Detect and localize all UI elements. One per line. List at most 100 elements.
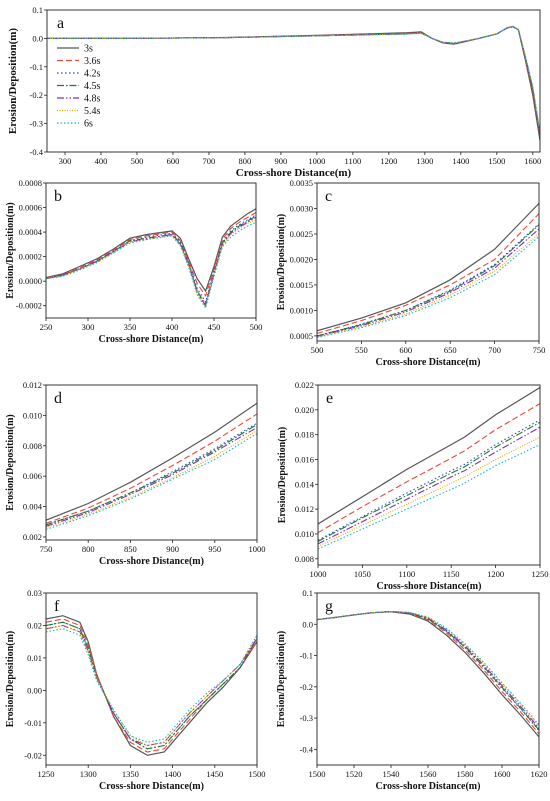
x-tick-label: 950: [208, 544, 221, 554]
y-tick-label: -0.1: [300, 651, 313, 661]
y-tick-label: 0.012: [295, 504, 314, 514]
x-axis-title: Cross-shore Distance(m): [377, 581, 482, 592]
y-tick-label: 0.010: [295, 529, 314, 539]
y-tick-label: 0.1: [32, 5, 43, 15]
panel-letter: c: [325, 188, 332, 205]
y-tick-label: 0.0008: [19, 178, 42, 188]
x-tick-label: 1500: [249, 769, 266, 779]
series-line-e-3s: [318, 386, 540, 525]
x-tick-label: 1100: [398, 569, 415, 579]
series-line-g-4-2s: [317, 610, 539, 731]
y-tick-label: 0.016: [295, 454, 314, 464]
x-tick-label: 1560: [420, 769, 437, 779]
x-tick-label: 400: [166, 322, 179, 332]
series-line-g-3s: [317, 611, 539, 738]
y-tick-label: 0.03: [27, 588, 42, 598]
y-tick-label: 0.006: [23, 471, 42, 481]
panel-b: 250 300 350 400 450 500 0.0008 0.0006 0.0004 0.00…: [5, 178, 262, 345]
x-tick-label: 750: [533, 345, 546, 355]
series-line-b-4-5s: [46, 215, 256, 306]
y-tick-label: -0.02: [24, 750, 42, 760]
x-tick-label: 900: [166, 544, 179, 554]
series-line-f-4-5s: [46, 621, 257, 750]
series-line-a-3-6s: [47, 26, 540, 138]
panel-letter: e: [326, 390, 333, 407]
y-tick-label: 0.0015: [290, 280, 313, 290]
y-tick-label: -0.4: [300, 744, 314, 754]
legend-label: 4.8s: [84, 94, 101, 105]
x-tick-label: 500: [131, 156, 144, 166]
y-tick-label: -0.2: [300, 682, 313, 692]
x-tick-label: 1300: [80, 769, 97, 779]
y-tick-label: 0.020: [295, 405, 314, 415]
y-tick-label: 0.014: [295, 479, 315, 489]
x-tick-label: 1400: [452, 156, 469, 166]
series-line-e-4-5s: [318, 421, 540, 542]
panel-f-frame: [45, 592, 258, 766]
x-tick-label: 700: [488, 345, 501, 355]
x-tick-label: 1500: [488, 156, 505, 166]
series-line-c-3-6s: [317, 213, 539, 334]
series-line-b-4-2s: [46, 214, 256, 304]
y-tick-label: 0.01: [27, 653, 42, 663]
series-line-g-6s: [317, 610, 539, 726]
x-tick-label: 450: [208, 322, 221, 332]
y-tick-label: 0.002: [23, 532, 42, 542]
y-tick-label: 0.018: [295, 430, 314, 440]
x-tick-label: 850: [124, 544, 137, 554]
y-tick-label: 0.0: [32, 33, 43, 43]
series-line-e-4-2s: [318, 419, 540, 541]
legend: 3s3.6s 4.2s4.5s 4.8s5.4s 6s: [57, 44, 101, 130]
x-tick-label: 1000: [310, 569, 327, 579]
panel-letter: b: [54, 188, 62, 205]
series-line-c-6s: [317, 236, 539, 338]
legend-label: 5.4s: [84, 106, 101, 117]
series-line-d-3s: [46, 402, 257, 521]
x-tick-label: 750: [40, 544, 53, 554]
y-axis-title: Erosion/Deposition(m): [276, 631, 287, 728]
y-tick-label: 0.010: [23, 410, 42, 420]
y-tick-label: 0.0035: [290, 178, 313, 188]
x-tick-label: 1540: [383, 769, 400, 779]
x-tick-label: 1350: [122, 769, 139, 779]
y-tick-label: 0.0020: [290, 254, 313, 264]
panel-c: 500 550 600 650 700 750 0.0035 0.0030 0.0025 0.00…: [276, 178, 545, 368]
panel-e-series-group: [318, 386, 540, 550]
y-tick-label: -0.01: [24, 718, 42, 728]
series-line-e-4-8s: [318, 426, 540, 545]
x-tick-label: 1520: [346, 769, 363, 779]
y-tick-label: 0.0: [302, 619, 313, 629]
legend-label: 4.5s: [84, 81, 101, 92]
y-tick-label: 0.0006: [19, 203, 42, 213]
panel-g-series-group: [317, 610, 539, 738]
series-line-a-4-2s: [47, 26, 540, 136]
series-line-f-3-6s: [46, 618, 257, 753]
panel-d-series-group: [46, 402, 257, 530]
y-tick-label: 0.0004: [19, 227, 43, 237]
x-tick-label: 300: [82, 322, 95, 332]
panel-d: 750 800 850 900 950 1000 0.012 0.010 0.008 0.006 0…: [5, 380, 266, 567]
series-line-a-4-8s: [47, 26, 540, 134]
x-axis-title: Cross-shore Distance(m): [236, 167, 352, 179]
panel-a-series-group: [47, 25, 540, 141]
series-line-c-4-8s: [317, 228, 539, 337]
panel-c-series-group: [317, 202, 539, 338]
series-line-g-5-4s: [317, 610, 539, 727]
y-tick-label: 0.012: [23, 380, 42, 390]
x-axis-title: Cross-shore Distance(m): [99, 781, 204, 792]
y-tick-label: 0.008: [295, 554, 314, 564]
series-line-e-5-4s: [318, 436, 540, 547]
x-tick-label: 300: [59, 156, 72, 166]
x-tick-label: 600: [399, 345, 412, 355]
y-tick-label: 0.0025: [290, 229, 313, 239]
y-tick-label: 0.00: [27, 685, 42, 695]
x-tick-label: 700: [203, 156, 216, 166]
panel-letter: a: [57, 15, 64, 32]
series-line-b-3s: [46, 208, 256, 293]
x-axis-title: Cross-shore Distance(m): [376, 357, 481, 368]
legend-label: 3s: [84, 44, 93, 55]
panel-f: 1250 1300 1350 1400 1450 1500 0.03 0.02 0.01 0.00…: [5, 588, 266, 792]
x-tick-label: 400: [95, 156, 108, 166]
x-axis-title: Cross-shore Distance(m): [99, 334, 204, 345]
